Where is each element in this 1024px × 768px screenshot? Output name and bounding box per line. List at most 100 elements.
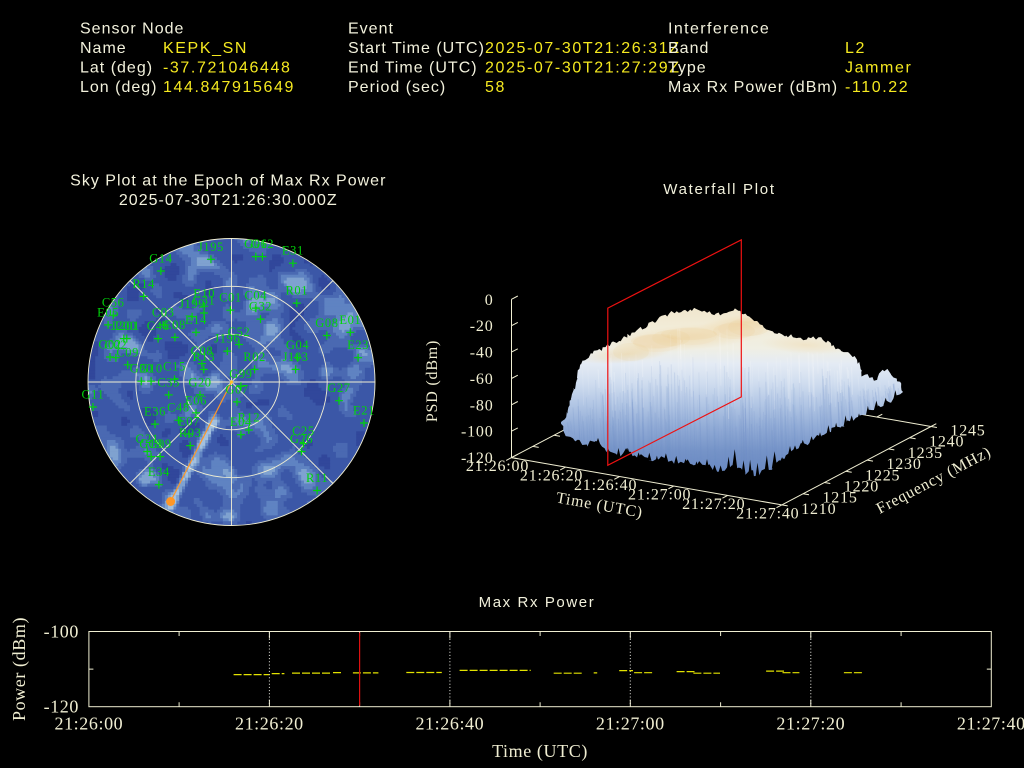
svg-text:Lat (deg): Lat (deg) [80, 60, 153, 77]
svg-text:-80: -80 [470, 397, 494, 414]
svg-text:G26: G26 [290, 432, 313, 446]
svg-text:21:27:40: 21:27:40 [957, 714, 1024, 734]
svg-text:J199: J199 [179, 297, 205, 311]
svg-text:J201: J201 [114, 319, 140, 333]
svg-text:R12: R12 [237, 411, 260, 425]
svg-text:E08: E08 [164, 318, 186, 332]
svg-text:C48: C48 [167, 401, 190, 415]
svg-text:0: 0 [485, 292, 494, 309]
svg-text:21:26:40: 21:26:40 [574, 477, 637, 494]
svg-text:J103: J103 [283, 350, 309, 364]
svg-text:R01: R01 [285, 284, 308, 298]
svg-text:R13: R13 [192, 350, 215, 364]
svg-text:C03: C03 [152, 305, 175, 319]
svg-text:2025-07-30T21:26:31Z: 2025-07-30T21:26:31Z [485, 40, 681, 57]
svg-text:E06: E06 [185, 393, 207, 407]
svg-text:21:26:00: 21:26:00 [54, 714, 123, 734]
svg-text:-20: -20 [470, 318, 494, 335]
svg-text:G04: G04 [286, 338, 309, 352]
svg-text:G10: G10 [139, 362, 162, 376]
svg-text:PSD (dBm): PSD (dBm) [424, 340, 441, 422]
svg-text:C09: C09 [116, 345, 139, 359]
svg-text:End Time (UTC): End Time (UTC) [348, 60, 478, 77]
svg-text:Waterfall Plot: Waterfall Plot [663, 181, 775, 198]
svg-text:J196: J196 [214, 332, 240, 346]
svg-text:Event: Event [348, 21, 394, 38]
svg-text:E36: E36 [144, 405, 166, 419]
svg-text:R11: R11 [306, 471, 328, 485]
svg-text:144.847915649: 144.847915649 [163, 79, 295, 96]
svg-text:21:27:00: 21:27:00 [628, 486, 691, 503]
svg-text:R14: R14 [132, 277, 155, 291]
svg-text:-40: -40 [470, 345, 494, 362]
svg-text:C15: C15 [163, 360, 186, 374]
svg-text:Sensor Node: Sensor Node [80, 21, 184, 38]
svg-text:KEPK_SN: KEPK_SN [163, 40, 248, 57]
svg-text:-100: -100 [44, 622, 79, 642]
svg-text:Interference: Interference [668, 21, 770, 38]
svg-text:Sky Plot at the Epoch of Max R: Sky Plot at the Epoch of Max Rx Power [70, 173, 386, 190]
svg-text:G02: G02 [98, 338, 121, 352]
svg-text:E10: E10 [193, 287, 215, 301]
svg-text:21:26:40: 21:26:40 [415, 714, 484, 734]
svg-text:C04: C04 [244, 289, 267, 303]
svg-text:Type: Type [668, 60, 707, 77]
svg-text:Time (UTC): Time (UTC) [492, 741, 588, 762]
svg-text:G19: G19 [139, 437, 162, 451]
svg-text:C08: C08 [191, 344, 214, 358]
svg-text:58: 58 [485, 79, 506, 96]
svg-text:C31: C31 [193, 294, 216, 308]
svg-text:Jammer: Jammer [845, 60, 912, 77]
svg-text:21:27:20: 21:27:20 [776, 714, 845, 734]
svg-text:Start Time (UTC): Start Time (UTC) [348, 40, 485, 57]
svg-text:E14: E14 [185, 313, 207, 327]
svg-text:G11: G11 [81, 388, 104, 402]
svg-text:G27: G27 [327, 381, 350, 395]
svg-text:E07: E07 [178, 415, 200, 429]
svg-text:C56: C56 [102, 296, 125, 310]
svg-text:1225: 1225 [865, 467, 900, 484]
svg-text:G20: G20 [188, 375, 211, 389]
svg-text:G21: G21 [136, 432, 159, 446]
svg-text:-120: -120 [44, 697, 79, 717]
svg-text:C52: C52 [228, 325, 251, 339]
svg-text:E23: E23 [347, 338, 369, 352]
svg-text:21:27:20: 21:27:20 [682, 496, 745, 513]
svg-text:E04: E04 [230, 415, 252, 429]
svg-text:Band: Band [668, 40, 709, 57]
svg-text:E31: E31 [282, 244, 304, 258]
svg-text:21:27:40: 21:27:40 [736, 505, 799, 522]
svg-text:E01: E01 [339, 313, 361, 327]
svg-text:1215: 1215 [823, 490, 858, 507]
svg-text:E34: E34 [148, 465, 170, 479]
svg-text:21:26:00: 21:26:00 [466, 458, 529, 475]
svg-text:-110.22: -110.22 [845, 79, 909, 96]
svg-text:21:27:00: 21:27:00 [596, 714, 665, 734]
svg-text:-37.721046448: -37.721046448 [163, 60, 291, 77]
svg-text:J200: J200 [111, 319, 137, 333]
svg-text:21:26:20: 21:26:20 [235, 714, 304, 734]
svg-text:G12: G12 [251, 237, 274, 251]
svg-text:C35: C35 [157, 375, 180, 389]
svg-text:C25: C25 [292, 424, 315, 438]
svg-text:Max Rx Power (dBm): Max Rx Power (dBm) [668, 79, 838, 96]
svg-text:21:26:20: 21:26:20 [520, 468, 583, 485]
svg-text:1220: 1220 [844, 479, 879, 496]
svg-text:R03: R03 [179, 426, 202, 440]
svg-text:Power (dBm): Power (dBm) [9, 617, 30, 721]
svg-text:E05: E05 [97, 305, 119, 319]
svg-text:-60: -60 [470, 371, 494, 388]
svg-text:Max Rx Power: Max Rx Power [479, 594, 596, 611]
svg-text:E21: E21 [353, 404, 375, 418]
svg-text:C02: C02 [105, 338, 128, 352]
svg-text:R02: R02 [243, 350, 266, 364]
svg-text:Period (sec): Period (sec) [348, 79, 446, 96]
svg-text:1230: 1230 [886, 456, 921, 473]
svg-text:Name: Name [80, 40, 127, 57]
svg-text:G32: G32 [249, 300, 272, 314]
svg-text:2025-07-30T21:26:30.000Z: 2025-07-30T21:26:30.000Z [119, 192, 338, 209]
svg-text:Lon (deg): Lon (deg) [80, 79, 158, 96]
svg-text:J195: J195 [198, 240, 224, 254]
svg-text:1240: 1240 [929, 434, 964, 451]
svg-text:C46: C46 [147, 319, 170, 333]
